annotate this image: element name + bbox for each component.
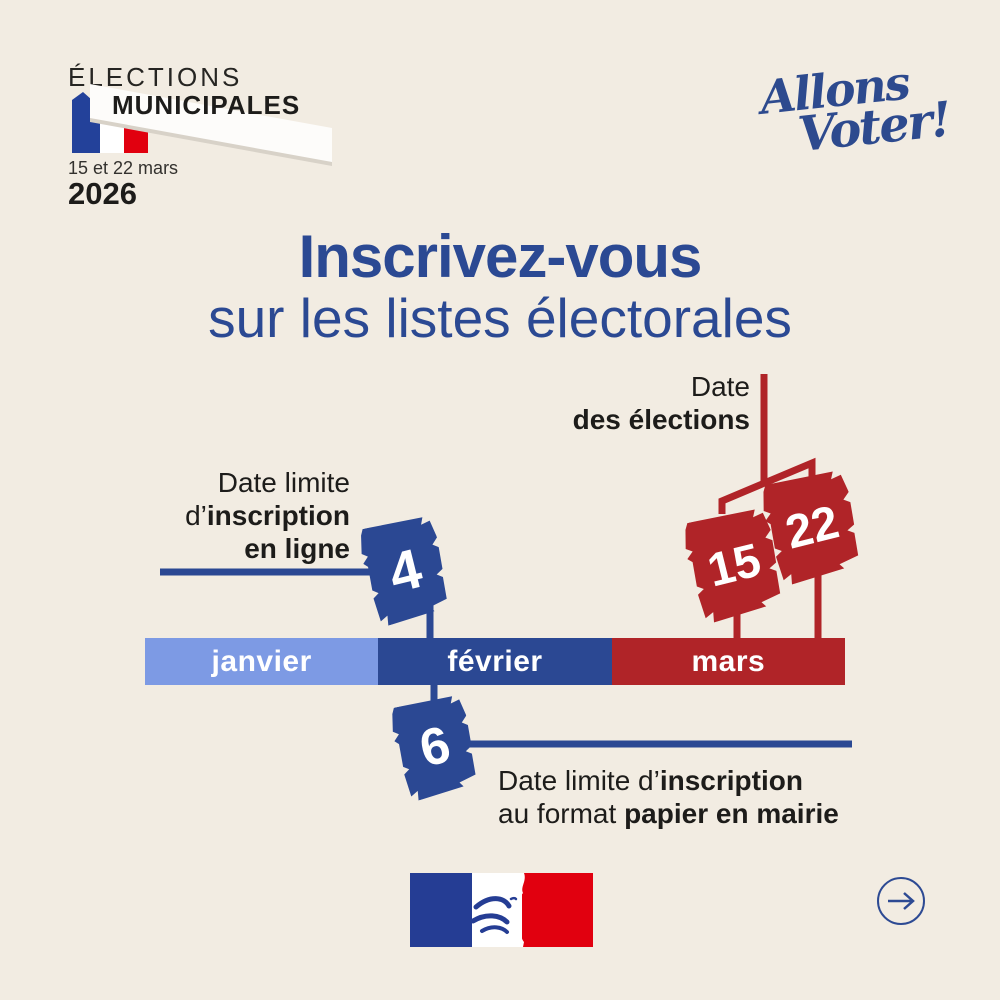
- label-paper-line1-light: Date limite d’: [498, 765, 660, 796]
- marianne-logo: [410, 873, 593, 947]
- badge-day-6-value: 6: [413, 715, 457, 779]
- label-election-line1: Date: [690, 371, 750, 402]
- right-arrow-icon: [888, 892, 915, 910]
- timeline-bar: janvier février mars: [145, 638, 845, 685]
- label-online-line1: Date limite: [217, 467, 350, 498]
- timeline-month-janvier: janvier: [145, 638, 379, 685]
- page-title: Inscrivez-vous: [298, 223, 703, 290]
- label-online-line3: en ligne: [244, 533, 350, 564]
- label-paper-deadline: Date limite d’inscription au format papi…: [498, 764, 878, 830]
- next-arrow-button[interactable]: [877, 877, 925, 925]
- french-flag-icon: [72, 84, 332, 166]
- label-paper-line2-light: au format: [498, 798, 625, 829]
- label-online-line2-light: d’: [185, 500, 207, 531]
- label-online-deadline: Date limite d’inscription en ligne: [118, 466, 350, 565]
- label-election-line2: des élections: [572, 404, 750, 435]
- label-online-line2-bold: inscription: [206, 500, 350, 531]
- badge-day-4-value: 4: [382, 535, 428, 605]
- page-subtitle: sur les listes électorales: [208, 287, 792, 349]
- label-paper-line2-bold: papier en mairie: [624, 798, 839, 829]
- timeline-month-mars: mars: [611, 638, 845, 685]
- badge-day-22-value: 22: [780, 494, 844, 559]
- label-election-dates: Date des élections: [540, 370, 750, 436]
- header-election-dates: 15 et 22 mars: [68, 158, 179, 178]
- header-year: 2026: [68, 176, 137, 211]
- header-municipales: MUNICIPALES: [112, 90, 301, 120]
- label-paper-line1-bold: inscription: [659, 765, 803, 796]
- timeline-month-fevrier: février: [378, 638, 612, 685]
- badge-day-15-value: 15: [702, 532, 766, 597]
